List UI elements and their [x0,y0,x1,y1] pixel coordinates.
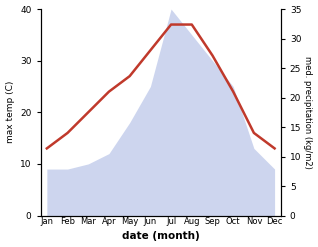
Y-axis label: med. precipitation (kg/m2): med. precipitation (kg/m2) [303,56,313,169]
X-axis label: date (month): date (month) [122,231,200,242]
Y-axis label: max temp (C): max temp (C) [5,81,15,144]
